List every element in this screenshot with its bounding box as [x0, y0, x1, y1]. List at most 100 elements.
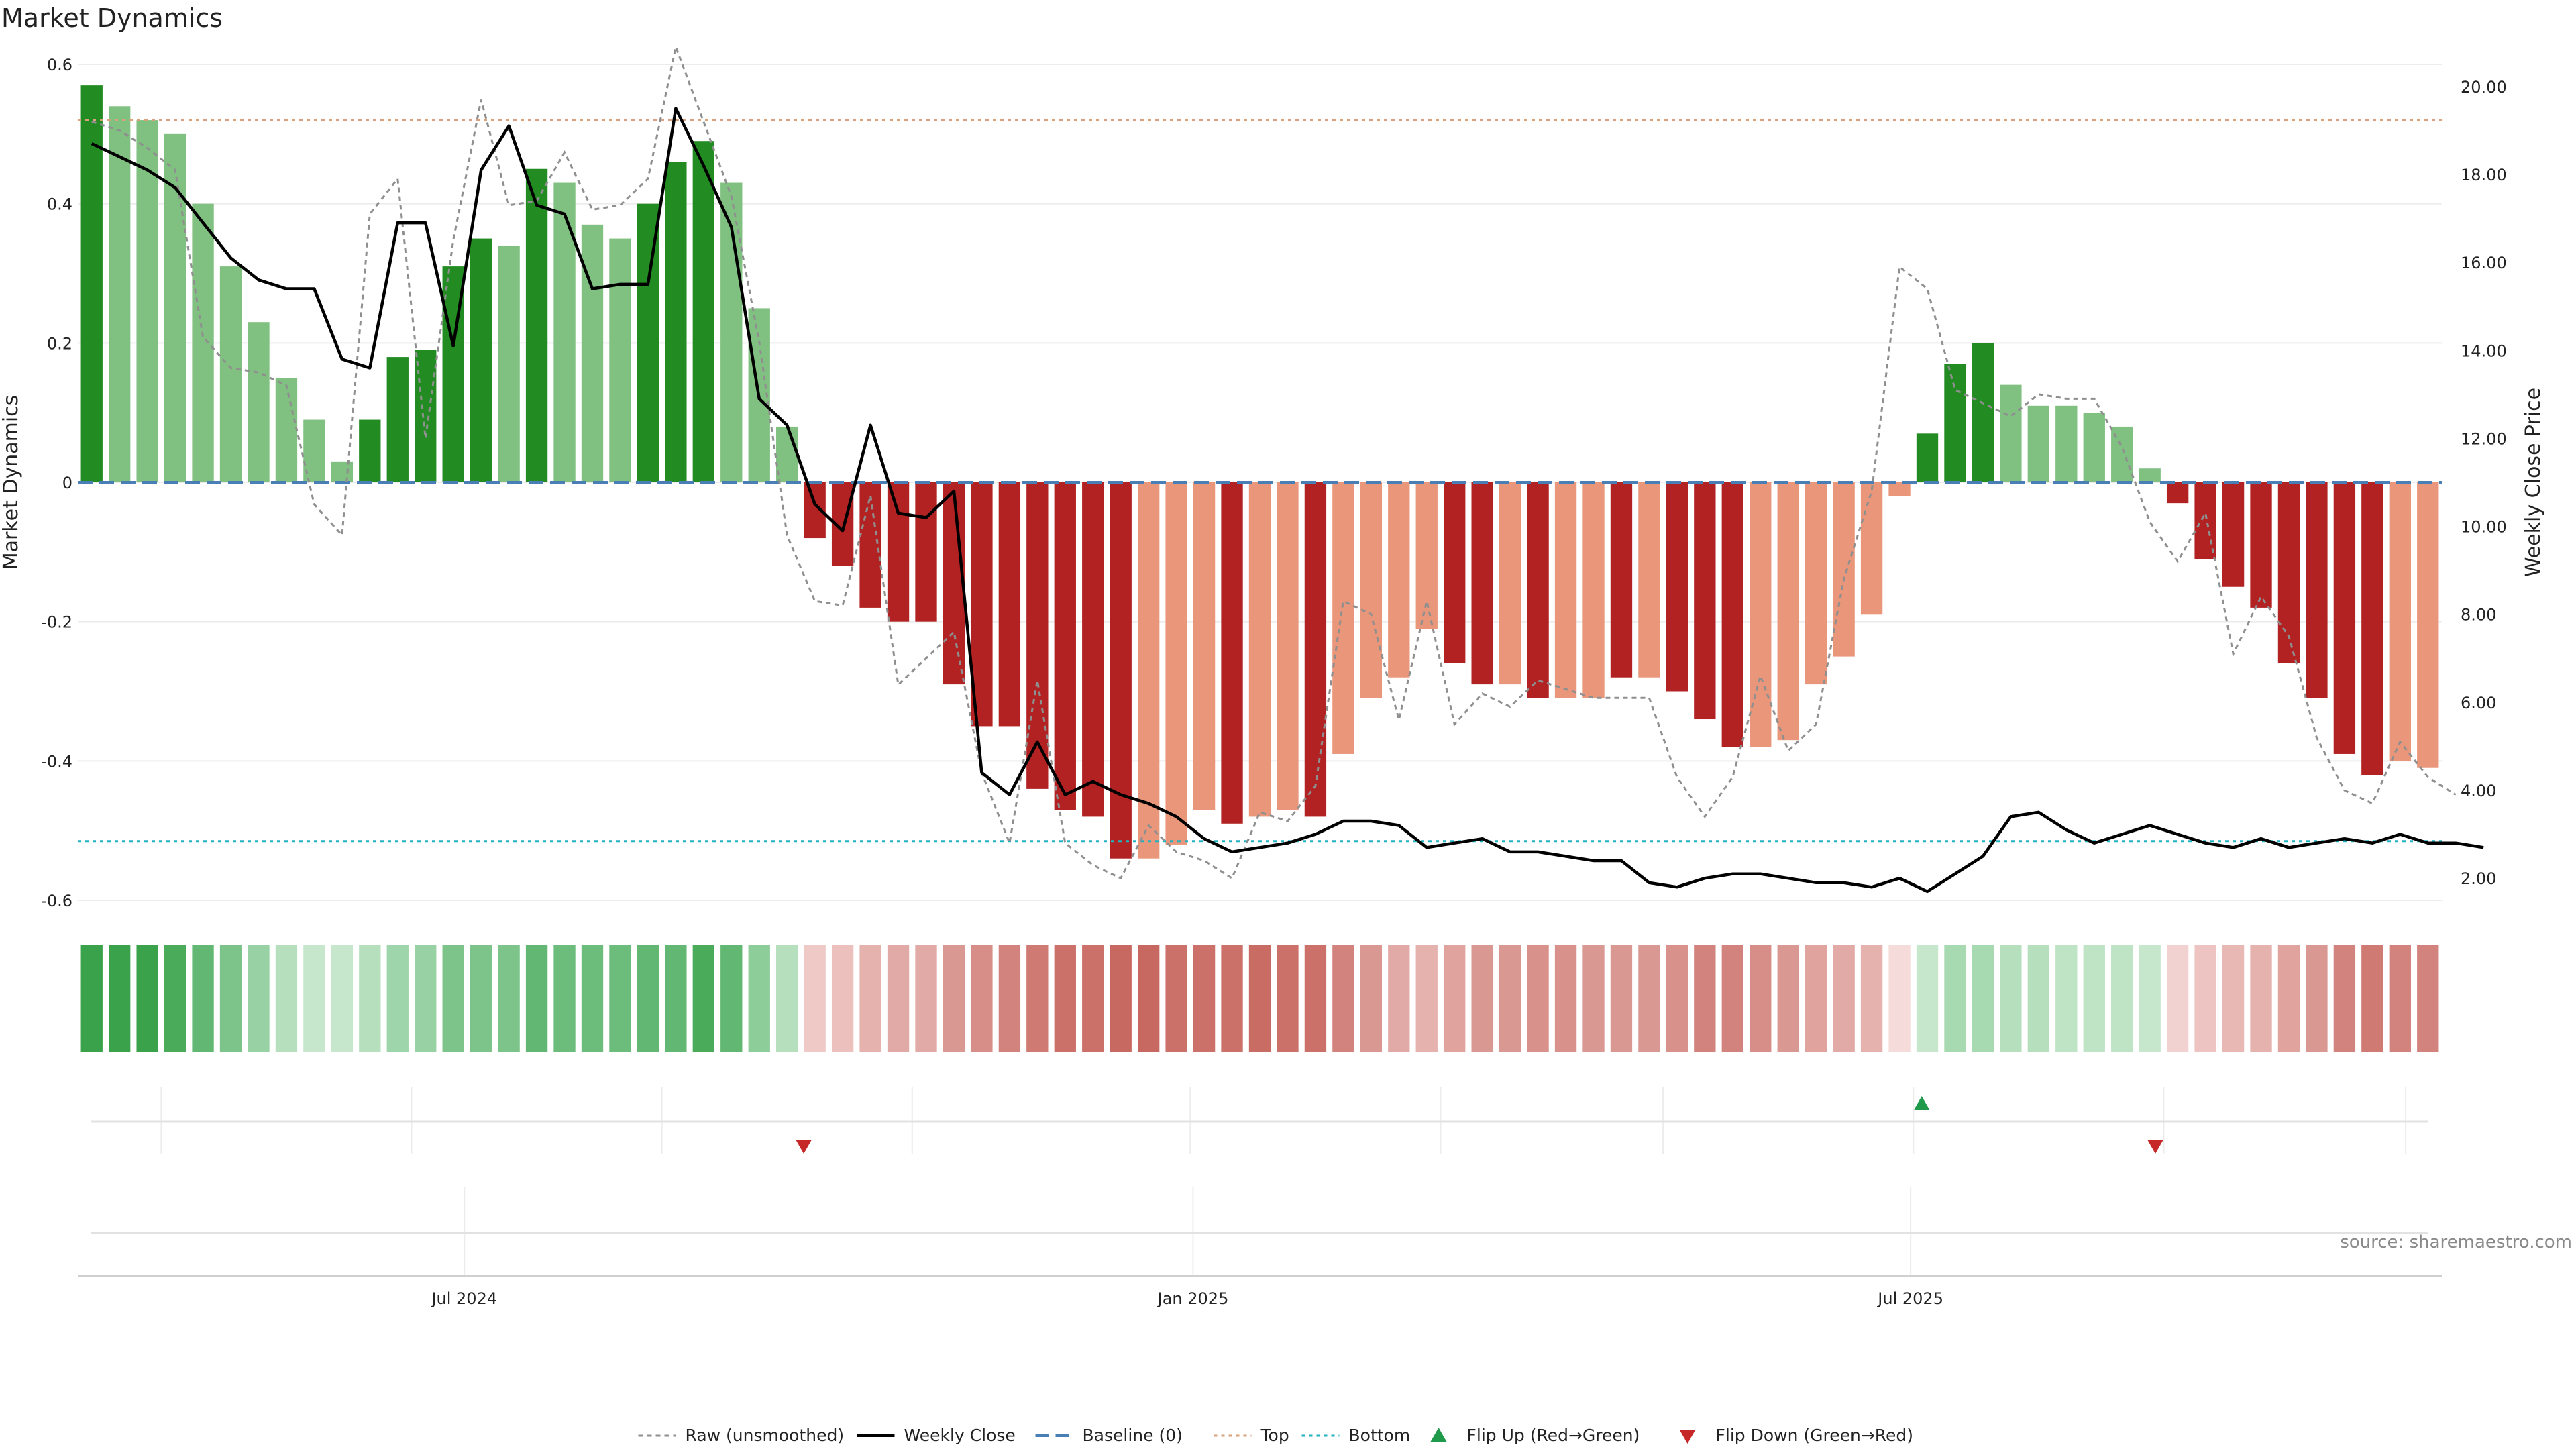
left-tick-label: -0.4	[41, 752, 72, 771]
dynamics-bar	[1694, 482, 1716, 720]
right-axis-title: Weekly Close Price	[2522, 388, 2545, 577]
heat-cell	[1221, 945, 1243, 1052]
heat-cell	[2361, 945, 2383, 1052]
dynamics-bar	[637, 203, 659, 482]
left-tick-label: 0	[62, 474, 72, 492]
heat-cell	[581, 945, 604, 1052]
dynamics-bar	[192, 203, 214, 482]
heat-cell	[1805, 945, 1827, 1052]
dynamics-bar	[1082, 482, 1104, 817]
price-lines-layer	[78, 43, 2484, 894]
weekly-close-line	[91, 107, 2484, 894]
heat-strip-layer	[80, 945, 2439, 1052]
dynamics-bar	[1554, 482, 1577, 698]
heat-cell	[2083, 945, 2105, 1052]
legend-item: Weekly Close	[857, 1426, 1016, 1445]
heat-cell	[1110, 945, 1132, 1052]
dynamics-bar	[1471, 482, 1493, 685]
dynamics-bar	[1916, 433, 1939, 482]
left-axis-title: Market Dynamics	[0, 395, 23, 570]
heat-cell	[776, 945, 798, 1052]
heat-cell	[2194, 945, 2216, 1052]
heat-cell	[1471, 945, 1493, 1052]
heat-cell	[470, 945, 492, 1052]
heat-cell	[637, 945, 659, 1052]
heat-cell	[887, 945, 910, 1052]
dynamics-bar	[498, 245, 520, 482]
legend-item: Raw (unsmoothed)	[638, 1426, 844, 1445]
heat-cell	[442, 945, 464, 1052]
dynamics-bar	[2194, 482, 2216, 559]
heat-cell	[1638, 945, 1660, 1052]
chart-title: Market Dynamics	[1, 3, 223, 33]
right-tick-label: 18.00	[2461, 166, 2507, 184]
heat-cell	[2166, 945, 2189, 1052]
heat-cell	[1415, 945, 1438, 1052]
heat-cell	[2277, 945, 2300, 1052]
heat-cell	[1304, 945, 1327, 1052]
dynamics-bar	[136, 120, 158, 483]
dynamics-bar	[1277, 482, 1299, 810]
legend-label: Bottom	[1349, 1426, 1411, 1445]
dynamics-bar	[1444, 482, 1466, 663]
dynamics-bar	[692, 141, 714, 482]
dynamics-bar	[1054, 482, 1076, 810]
heat-cell	[1554, 945, 1577, 1052]
heat-cell	[1582, 945, 1605, 1052]
heat-cell	[692, 945, 714, 1052]
right-tick-label: 10.00	[2461, 518, 2507, 537]
heat-cell	[219, 945, 242, 1052]
heat-cell	[831, 945, 854, 1052]
dynamics-bar	[2139, 468, 2161, 482]
heat-cell	[1054, 945, 1076, 1052]
dynamics-bar	[2361, 482, 2383, 775]
dynamics-bar	[609, 238, 631, 482]
heat-cell	[1360, 945, 1383, 1052]
heat-cell	[1610, 945, 1633, 1052]
dynamics-bar	[1499, 482, 1521, 685]
dynamics-bar	[164, 133, 186, 483]
heat-cell	[748, 945, 770, 1052]
right-tick-label: 14.00	[2461, 341, 2507, 360]
dynamics-bar	[1388, 482, 1410, 678]
heat-cell	[498, 945, 520, 1052]
heat-cell	[943, 945, 965, 1052]
heat-cell	[1888, 945, 1911, 1052]
left-tick-label: 0.2	[47, 334, 72, 353]
flip-down-marker	[2147, 1140, 2163, 1154]
right-tick-label: 16.00	[2461, 254, 2507, 272]
flip-down-marker	[796, 1140, 812, 1154]
dynamics-bar	[1332, 482, 1354, 754]
heat-cell	[553, 945, 576, 1052]
heat-cell	[525, 945, 548, 1052]
dynamics-bar	[1527, 482, 1549, 698]
dynamics-bar	[2027, 405, 2050, 482]
x-date-label: Jan 2025	[1157, 1289, 1229, 1308]
dynamics-bar	[1110, 482, 1132, 859]
x-date-label: Jul 2025	[1876, 1289, 1943, 1308]
dynamics-bar	[2417, 482, 2439, 768]
dynamics-bar	[1137, 482, 1160, 859]
dynamics-bar	[2222, 482, 2245, 587]
flip-markers-layer	[78, 1087, 2442, 1277]
dynamics-bar	[525, 168, 548, 482]
dynamics-bar	[1248, 482, 1271, 817]
heat-cell	[275, 945, 298, 1052]
dynamics-bar	[998, 482, 1021, 727]
bars-layer	[80, 85, 2439, 859]
dynamics-bar	[665, 162, 687, 482]
heat-cell	[303, 945, 325, 1052]
heat-cell	[915, 945, 937, 1052]
left-tick-label: 0.6	[47, 56, 72, 74]
legend-label: Weekly Close	[904, 1426, 1016, 1445]
right-tick-label: 4.00	[2461, 782, 2496, 800]
dynamics-bar	[1860, 482, 1883, 615]
dynamics-bar	[553, 182, 576, 482]
dynamics-bar	[1415, 482, 1438, 629]
x-date-label: Jul 2024	[430, 1289, 497, 1308]
heat-cell	[2333, 945, 2356, 1052]
heat-cell	[2139, 945, 2161, 1052]
dynamics-bar	[1750, 482, 1772, 747]
heat-cell	[2055, 945, 2078, 1052]
dynamics-bar	[1165, 482, 1187, 845]
